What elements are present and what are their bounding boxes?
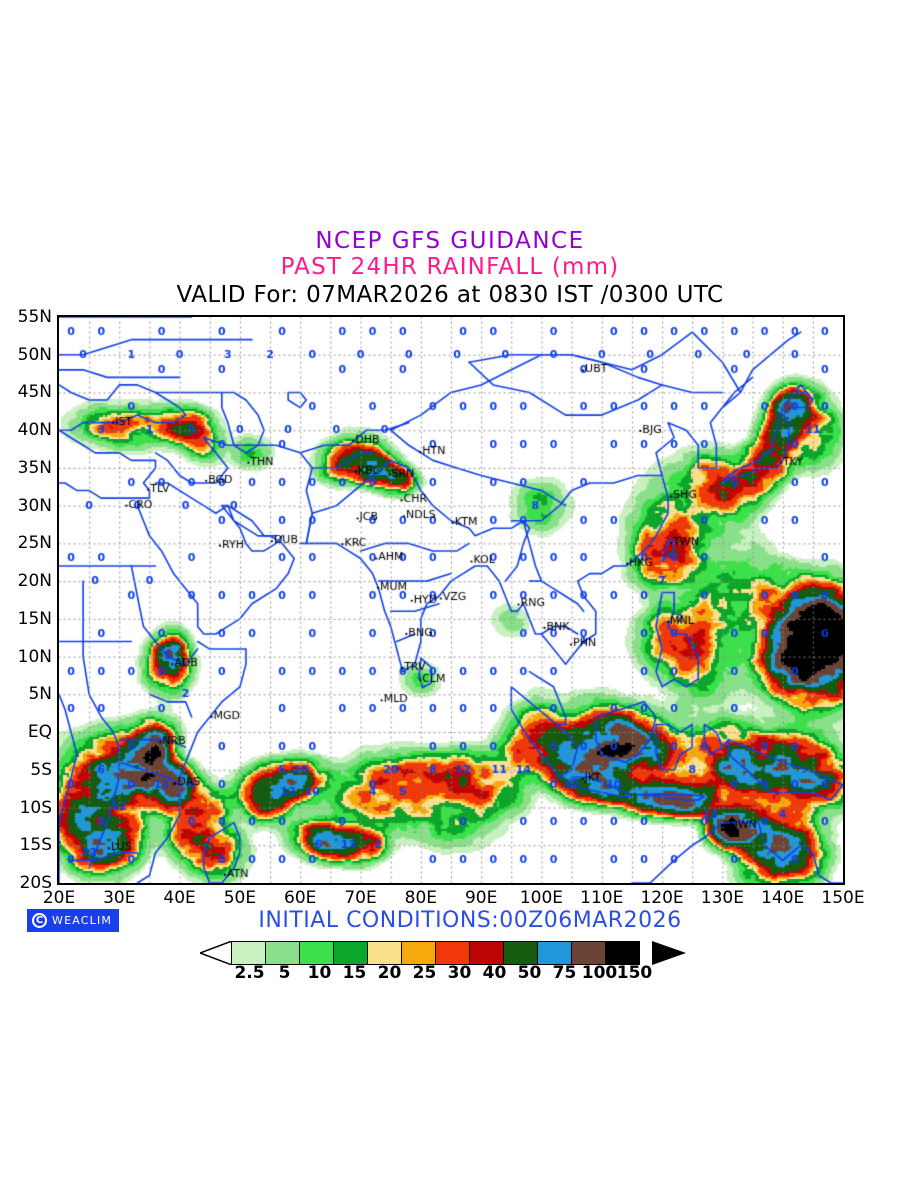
colorbar-label-50: 50 [517,963,542,983]
y-tick-15N: 15N [17,608,52,629]
y-axis-labels: 55N 50N 45N 40N 35N 30N 25N 20N 15N 10N 5N EQ 5S 10S 1… [0,0,57,1200]
y-tick-10S: 10S [19,797,52,818]
y-tick-20S: 20S [19,873,52,893]
y-tick-EQ: EQ [27,722,52,743]
colorbar-swatches [231,941,640,965]
title-line-valid-time: VALID For: 07MAR2026 at 0830 IST /0300 U… [176,282,724,308]
colorbar-swatch-20 [367,941,402,965]
copyright-icon: C [32,913,47,928]
x-tick-120E: 120E [640,888,684,908]
x-tick-100E: 100E [519,888,564,908]
colorbar-swatch-15 [333,941,368,965]
x-tick-110E: 110E [580,888,624,908]
x-tick-90E: 90E [464,888,498,908]
weaclim-logo: C WEACLIM [27,909,119,932]
y-tick-35N: 35N [17,457,52,478]
colorbar-label-2.5: 2.5 [234,963,265,983]
colorbar-label-10: 10 [307,963,332,983]
colorbar-swatch-40 [469,941,504,965]
colorbar-label-40: 40 [482,963,507,983]
y-tick-50N: 50N [17,344,52,365]
colorbar-label-100: 100 [581,963,618,983]
colorbar-swatch-10 [299,941,334,965]
colorbar-label-30: 30 [447,963,472,983]
colorbar-label-75: 75 [552,963,577,983]
colorbar-label-15: 15 [342,963,367,983]
colorbar-label-5: 5 [278,963,291,983]
x-tick-50E: 50E [223,888,257,908]
colorbar [200,941,686,965]
initial-conditions-text: INITIAL CONDITIONS:00Z06MAR2026 [258,908,682,933]
colorbar-swatch-75 [537,941,572,965]
x-tick-70E: 70E [344,888,377,908]
title-block: NCEP GFS GUIDANCE PAST 24HR RAINFALL (mm… [0,228,900,310]
x-tick-60E: 60E [284,888,317,908]
y-tick-15S: 15S [19,835,52,856]
y-tick-10N: 10N [17,646,52,667]
y-tick-55N: 55N [17,307,52,327]
colorbar-swatch-25 [401,941,436,965]
colorbar-under-arrow [200,941,232,965]
colorbar-label-25: 25 [412,963,437,983]
x-tick-150E: 150E [821,888,865,908]
colorbar-swatch-150 [605,941,640,965]
colorbar-swatch-30 [435,941,470,965]
rainfall-map-canvas [59,317,843,883]
y-tick-20N: 20N [17,571,52,592]
y-tick-30N: 30N [17,495,52,516]
map-plot-frame [57,315,845,885]
y-tick-45N: 45N [17,382,52,403]
x-tick-30E: 30E [103,888,136,908]
colorbar-swatch-100 [571,941,606,965]
x-tick-20E: 20E [42,888,76,908]
title-line-product: PAST 24HR RAINFALL (mm) [280,254,620,280]
y-tick-5N: 5N [28,684,52,705]
weaclim-label: WEACLIM [52,914,113,927]
colorbar-swatch-5 [265,941,300,965]
colorbar-label-150: 150 [616,963,653,983]
x-tick-80E: 80E [404,888,438,908]
y-tick-40N: 40N [17,420,52,441]
colorbar-swatch-2.5 [231,941,266,965]
colorbar-tick-labels: 2.5 5 10 15 20 25 30 40 50 75 100 150 [200,963,686,985]
x-tick-130E: 130E [700,888,744,908]
colorbar-swatch-50 [503,941,538,965]
y-tick-5S: 5S [30,759,52,780]
y-tick-25N: 25N [17,533,52,554]
colorbar-label-20: 20 [377,963,402,983]
x-tick-140E: 140E [761,888,805,908]
x-tick-40E: 40E [163,888,196,908]
title-line-agency: NCEP GFS GUIDANCE [315,228,585,254]
colorbar-over-arrow [652,941,686,965]
